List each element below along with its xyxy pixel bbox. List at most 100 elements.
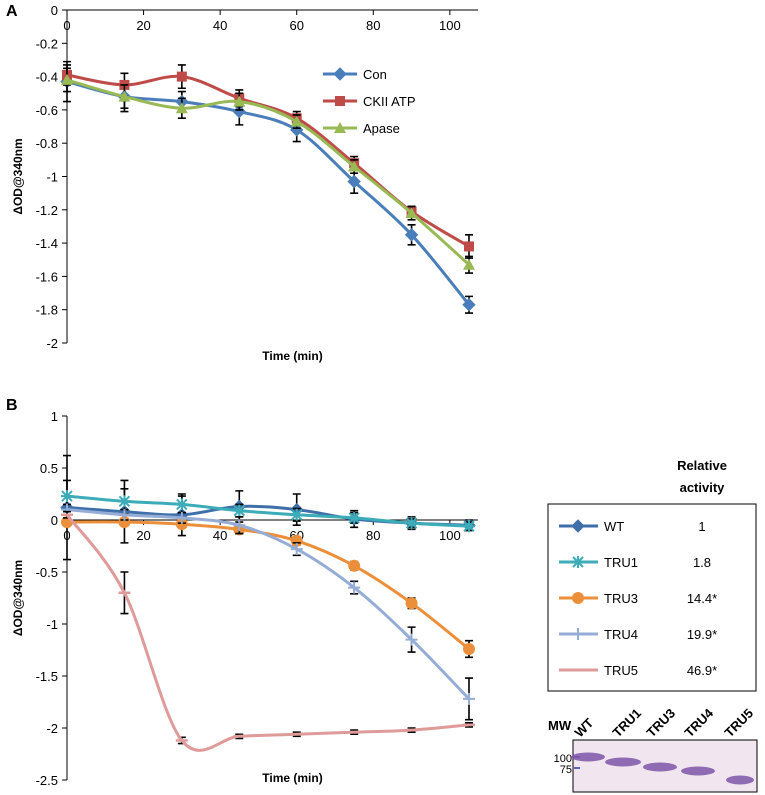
panel-a-point-apase (118, 90, 131, 102)
panel-b-point-tru1 (348, 511, 361, 524)
legend-b-activity-value: 19.9* (687, 627, 717, 642)
panel-b-point-tru4 (175, 511, 188, 524)
panel-b-point-tru1 (233, 504, 246, 517)
panel-a-point-ckii-atp (176, 71, 187, 82)
panel-a-point-apase (405, 207, 418, 219)
panel-a-point-con (404, 228, 419, 242)
panel-b-y-tick-label: -1 (46, 617, 58, 632)
panel-a-x-tick-label: 80 (366, 18, 380, 33)
panel-b-label: B (6, 397, 18, 414)
panel-a-x-tick-label: 40 (213, 18, 227, 33)
panel-b-point-tru3 (463, 642, 475, 655)
panel-a-y-tick-label: -0.2 (36, 36, 58, 51)
gel-marker-label: 100 (554, 753, 572, 765)
panel-b-series-line-tru5 (65, 513, 470, 752)
legend-a-label: Con (363, 67, 387, 82)
gel-protein-band (681, 766, 715, 776)
legend-a-label: CKII ATP (363, 94, 416, 109)
panel-a-y-axis-title: ΔOD@340nm (11, 138, 25, 214)
legend-b-swatch-marker (572, 592, 584, 604)
panel-b-point-tru4 (405, 633, 418, 646)
panel-a-point-ckii-atp (464, 241, 474, 252)
panel-a-y-tick-label: -0.8 (36, 136, 58, 151)
gel-protein-band (643, 762, 677, 772)
legend-a-swatch-marker (333, 67, 347, 81)
panel-a-point-con (347, 174, 361, 189)
panel-b-series-line-tru3 (66, 520, 470, 651)
legend-b-header-line2: activity (680, 480, 726, 495)
legend-b-swatch-marker (571, 519, 585, 533)
gel-lane-label: TRU3 (644, 706, 679, 741)
gel-lane-label: TRU5 (722, 706, 757, 741)
panel-b-point-tru4 (118, 508, 131, 521)
panel-b-x-tick-label: 100 (439, 528, 461, 543)
panel-a-y-tick-label: -1.2 (36, 203, 58, 218)
legend-b-header-line1: Relative (677, 458, 727, 473)
panel-b-point-tru4 (463, 692, 475, 705)
panel-a-y-tick-label: -1.8 (36, 303, 58, 318)
gel-lane-label: TRU1 (610, 706, 645, 741)
panel-a-y-tick-label: -0.6 (36, 103, 58, 118)
panel-b-point-tru3 (118, 516, 131, 529)
panel-a-x-tick-label: 100 (439, 18, 461, 33)
panel-b-y-tick-label: -2 (46, 721, 58, 736)
panel-b-point-tru3 (348, 559, 361, 572)
panel-a-x-tick-label: 0 (63, 18, 70, 33)
panel-a-y-tick-label: -1 (46, 170, 58, 185)
legend-a-swatch-marker (334, 122, 346, 133)
legend-b-label: TRU5 (604, 663, 638, 678)
legend-b-label: TRU1 (604, 555, 638, 570)
panel-a-y-tick-label: -1.6 (36, 269, 58, 284)
panel-b-point-tru1 (118, 495, 131, 508)
panel-a-series-line-con (66, 80, 471, 306)
panel-a-point-apase (61, 73, 73, 85)
panel-b-point-tru4 (290, 543, 303, 556)
legend-a-label: Apase (363, 121, 400, 136)
panel-b-y-tick-label: 0.5 (40, 461, 58, 476)
gel-lane-label: WT (572, 715, 597, 740)
panel-b-y-tick-label: 1 (51, 409, 58, 424)
panel-b-point-tru4 (348, 581, 361, 594)
panel-b-y-tick-label: -0.5 (36, 565, 58, 580)
legend-a-swatch-marker (335, 96, 345, 106)
panel-a-y-tick-label: 0 (51, 3, 58, 18)
panel-b-point-tru1 (290, 508, 303, 521)
legend-b-swatch-marker (572, 556, 584, 568)
panel-a-y-tick-label: -1.4 (36, 236, 58, 251)
panel-b-point-tru3 (290, 534, 303, 547)
gel-lane-label: TRU4 (682, 705, 717, 740)
panel-a-x-tick-label: 60 (289, 18, 303, 33)
legend-b-label: WT (604, 519, 624, 534)
panel-a-point-con (462, 297, 476, 312)
panel-a-point-apase (463, 258, 475, 270)
legend-b-swatch-marker (572, 628, 584, 640)
panel-b-point-tru1 (463, 520, 475, 533)
panel-b-point-tru4 (233, 519, 246, 532)
panel-a-point-apase (290, 115, 303, 127)
panel-b-point-tru3 (175, 518, 188, 531)
gel-protein-band (726, 775, 754, 785)
panel-a-point-apase (233, 95, 246, 107)
panel-b-x-tick-label: 40 (213, 528, 227, 543)
panel-b-y-axis-title: ΔOD@340nm (11, 560, 25, 636)
legend-b-box (547, 503, 757, 692)
panel-a-y-tick-label: -0.4 (36, 70, 58, 85)
legend-b-activity-value: 1.8 (693, 555, 711, 570)
legend-b-activity-value: 1 (698, 519, 705, 534)
panel-b-point-tru1 (175, 498, 188, 511)
panel-b-x-tick-label: 20 (136, 528, 150, 543)
panel-a-label: A (6, 3, 18, 20)
panel-a-point-apase (175, 102, 188, 114)
panel-b-point-tru3 (405, 597, 418, 610)
legend-b-label: TRU3 (604, 591, 638, 606)
panel-a-y-tick-label: -2 (46, 336, 58, 351)
legend-b-label: TRU4 (604, 627, 638, 642)
panel-b-y-tick-label: -1.5 (36, 669, 58, 684)
panel-a-x-tick-label: 20 (136, 18, 150, 33)
gel-marker-label: 75 (560, 764, 572, 776)
panel-b-y-tick-label: 0 (51, 513, 58, 528)
panel-a-x-axis-title: Time (min) (262, 349, 322, 363)
gel-protein-band (571, 752, 605, 762)
panel-b-y-tick-label: -2.5 (36, 773, 58, 788)
